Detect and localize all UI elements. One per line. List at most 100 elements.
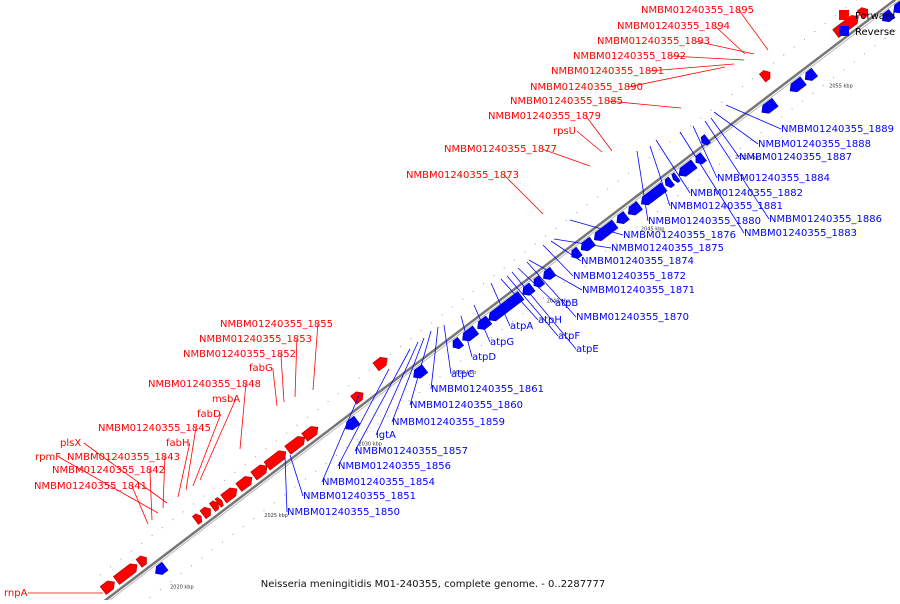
reverse-gene-leader xyxy=(391,337,425,423)
reverse-gene-label: NMBM01240355_1876 xyxy=(623,230,736,241)
scale-dot xyxy=(273,502,275,504)
scale-dot xyxy=(565,219,567,221)
forward-gene-label: NMBM01240355_1842 xyxy=(52,465,165,476)
reverse-gene-arrow xyxy=(761,97,779,114)
scale-dot xyxy=(255,456,257,458)
scale-dot xyxy=(555,227,557,229)
scale-dot xyxy=(895,29,897,31)
scale-dot xyxy=(242,525,244,527)
forward-gene-arrow xyxy=(99,580,115,595)
scale-dot xyxy=(524,251,526,253)
forward-gene-label: NMBM01240355_1852 xyxy=(183,349,296,360)
forward-gene-label: NMBM01240355_1891 xyxy=(551,66,664,77)
scale-dot xyxy=(835,15,837,17)
reverse-gene-leader xyxy=(511,271,577,350)
legend: Forward Reverse xyxy=(839,10,895,38)
scale-dot xyxy=(543,297,545,299)
scale-dot xyxy=(710,109,712,111)
reverse-gene-arrow xyxy=(882,9,896,23)
scale-dot xyxy=(348,385,350,387)
scale-dot xyxy=(667,203,669,204)
forward-gene-leader xyxy=(576,130,603,153)
reverse-gene-leader xyxy=(655,139,691,194)
forward-gene-label: fabD xyxy=(197,409,221,420)
forward-gene-arrow xyxy=(199,506,211,520)
scale-dot xyxy=(534,243,536,245)
forward-gene-label: NMBM01240355_1855 xyxy=(220,319,333,330)
reverse-gene-label: atpE xyxy=(576,344,599,355)
reverse-gene-leader xyxy=(713,111,759,145)
scale-dot xyxy=(265,448,267,450)
forward-gene-arrow xyxy=(135,555,147,568)
kbp-tick-label: 2025 kbp xyxy=(264,513,288,519)
scale-dot xyxy=(783,54,785,56)
scale-dot xyxy=(491,336,493,338)
forward-gene-leader xyxy=(199,398,237,481)
reverse-gene-arrow xyxy=(671,172,681,183)
reverse-gene-leader xyxy=(284,456,288,513)
scale-dot xyxy=(429,384,431,386)
forward-gene-leader xyxy=(185,427,197,491)
scale-dot xyxy=(400,345,402,347)
forward-gene-label: NMBM01240355_1894 xyxy=(617,21,730,32)
scale-dot xyxy=(804,38,805,40)
scale-dot xyxy=(441,314,443,316)
scale-dot xyxy=(596,196,598,198)
scale-dot xyxy=(338,393,339,395)
scale-dot xyxy=(213,487,215,489)
scale-dot xyxy=(234,471,236,473)
scale-dot xyxy=(576,212,578,214)
scale-dot xyxy=(222,541,223,543)
scale-dot xyxy=(286,432,288,434)
scale-dot xyxy=(99,574,101,576)
forward-gene-label: NMBM01240355_1841 xyxy=(34,481,147,492)
reverse-gene-leader xyxy=(526,261,577,318)
forward-gene-label: rpmF xyxy=(35,452,61,463)
scale-dot xyxy=(708,171,710,173)
forward-gene-label: NMBM01240355_1895 xyxy=(641,5,754,16)
reverse-gene-arrow xyxy=(413,364,429,379)
reverse-gene-label: NMBM01240355_1854 xyxy=(322,477,435,488)
scale-dot xyxy=(638,164,640,166)
scale-dot xyxy=(793,46,795,48)
reverse-gene-label: NMBM01240355_1850 xyxy=(287,507,400,518)
scale-dot xyxy=(802,100,803,102)
genome-backbone xyxy=(102,0,897,603)
scale-dot xyxy=(315,470,317,472)
legend-label-reverse: Reverse xyxy=(855,27,895,38)
scale-dot xyxy=(493,275,495,277)
reverse-gene-label: atpC xyxy=(451,369,474,380)
forward-gene-arrow xyxy=(372,356,388,372)
reverse-gene-leader xyxy=(517,267,556,304)
scale-dot xyxy=(389,353,391,355)
scale-dot xyxy=(574,273,576,275)
scale-dot xyxy=(584,266,586,267)
scale-dot xyxy=(605,250,607,252)
forward-gene-leader xyxy=(239,383,247,450)
reverse-gene-arrow xyxy=(580,236,596,252)
forward-gene-label: NMBM01240355_1885 xyxy=(510,96,623,107)
scale-dot xyxy=(253,518,255,519)
reverse-gene-leader xyxy=(430,326,439,390)
forward-gene-label: NMBM01240355_1848 xyxy=(148,379,261,390)
scale-dot xyxy=(306,416,308,418)
forward-gene-leader xyxy=(541,148,591,167)
reverse-gene-leader xyxy=(289,454,304,497)
scale-dot xyxy=(864,53,866,55)
scale-dot xyxy=(201,557,203,559)
scale-dot xyxy=(110,566,112,568)
reverse-gene-leader xyxy=(354,348,411,452)
reverse-gene-arrow xyxy=(627,200,643,216)
forward-gene-leader xyxy=(272,367,278,407)
reverse-gene-label: atpH xyxy=(538,315,562,326)
scale-dot xyxy=(191,565,192,567)
reverse-gene-label: NMBM01240355_1887 xyxy=(739,152,852,163)
reverse-gene-leader xyxy=(649,145,671,207)
scale-dot xyxy=(170,581,172,582)
scale-dot xyxy=(431,322,433,324)
scale-dot xyxy=(625,234,627,236)
reverse-gene-label: NMBM01240355_1859 xyxy=(392,417,505,428)
scale-dot xyxy=(356,439,358,441)
reverse-gene-arrow xyxy=(695,152,707,165)
scale-dot xyxy=(203,495,205,497)
